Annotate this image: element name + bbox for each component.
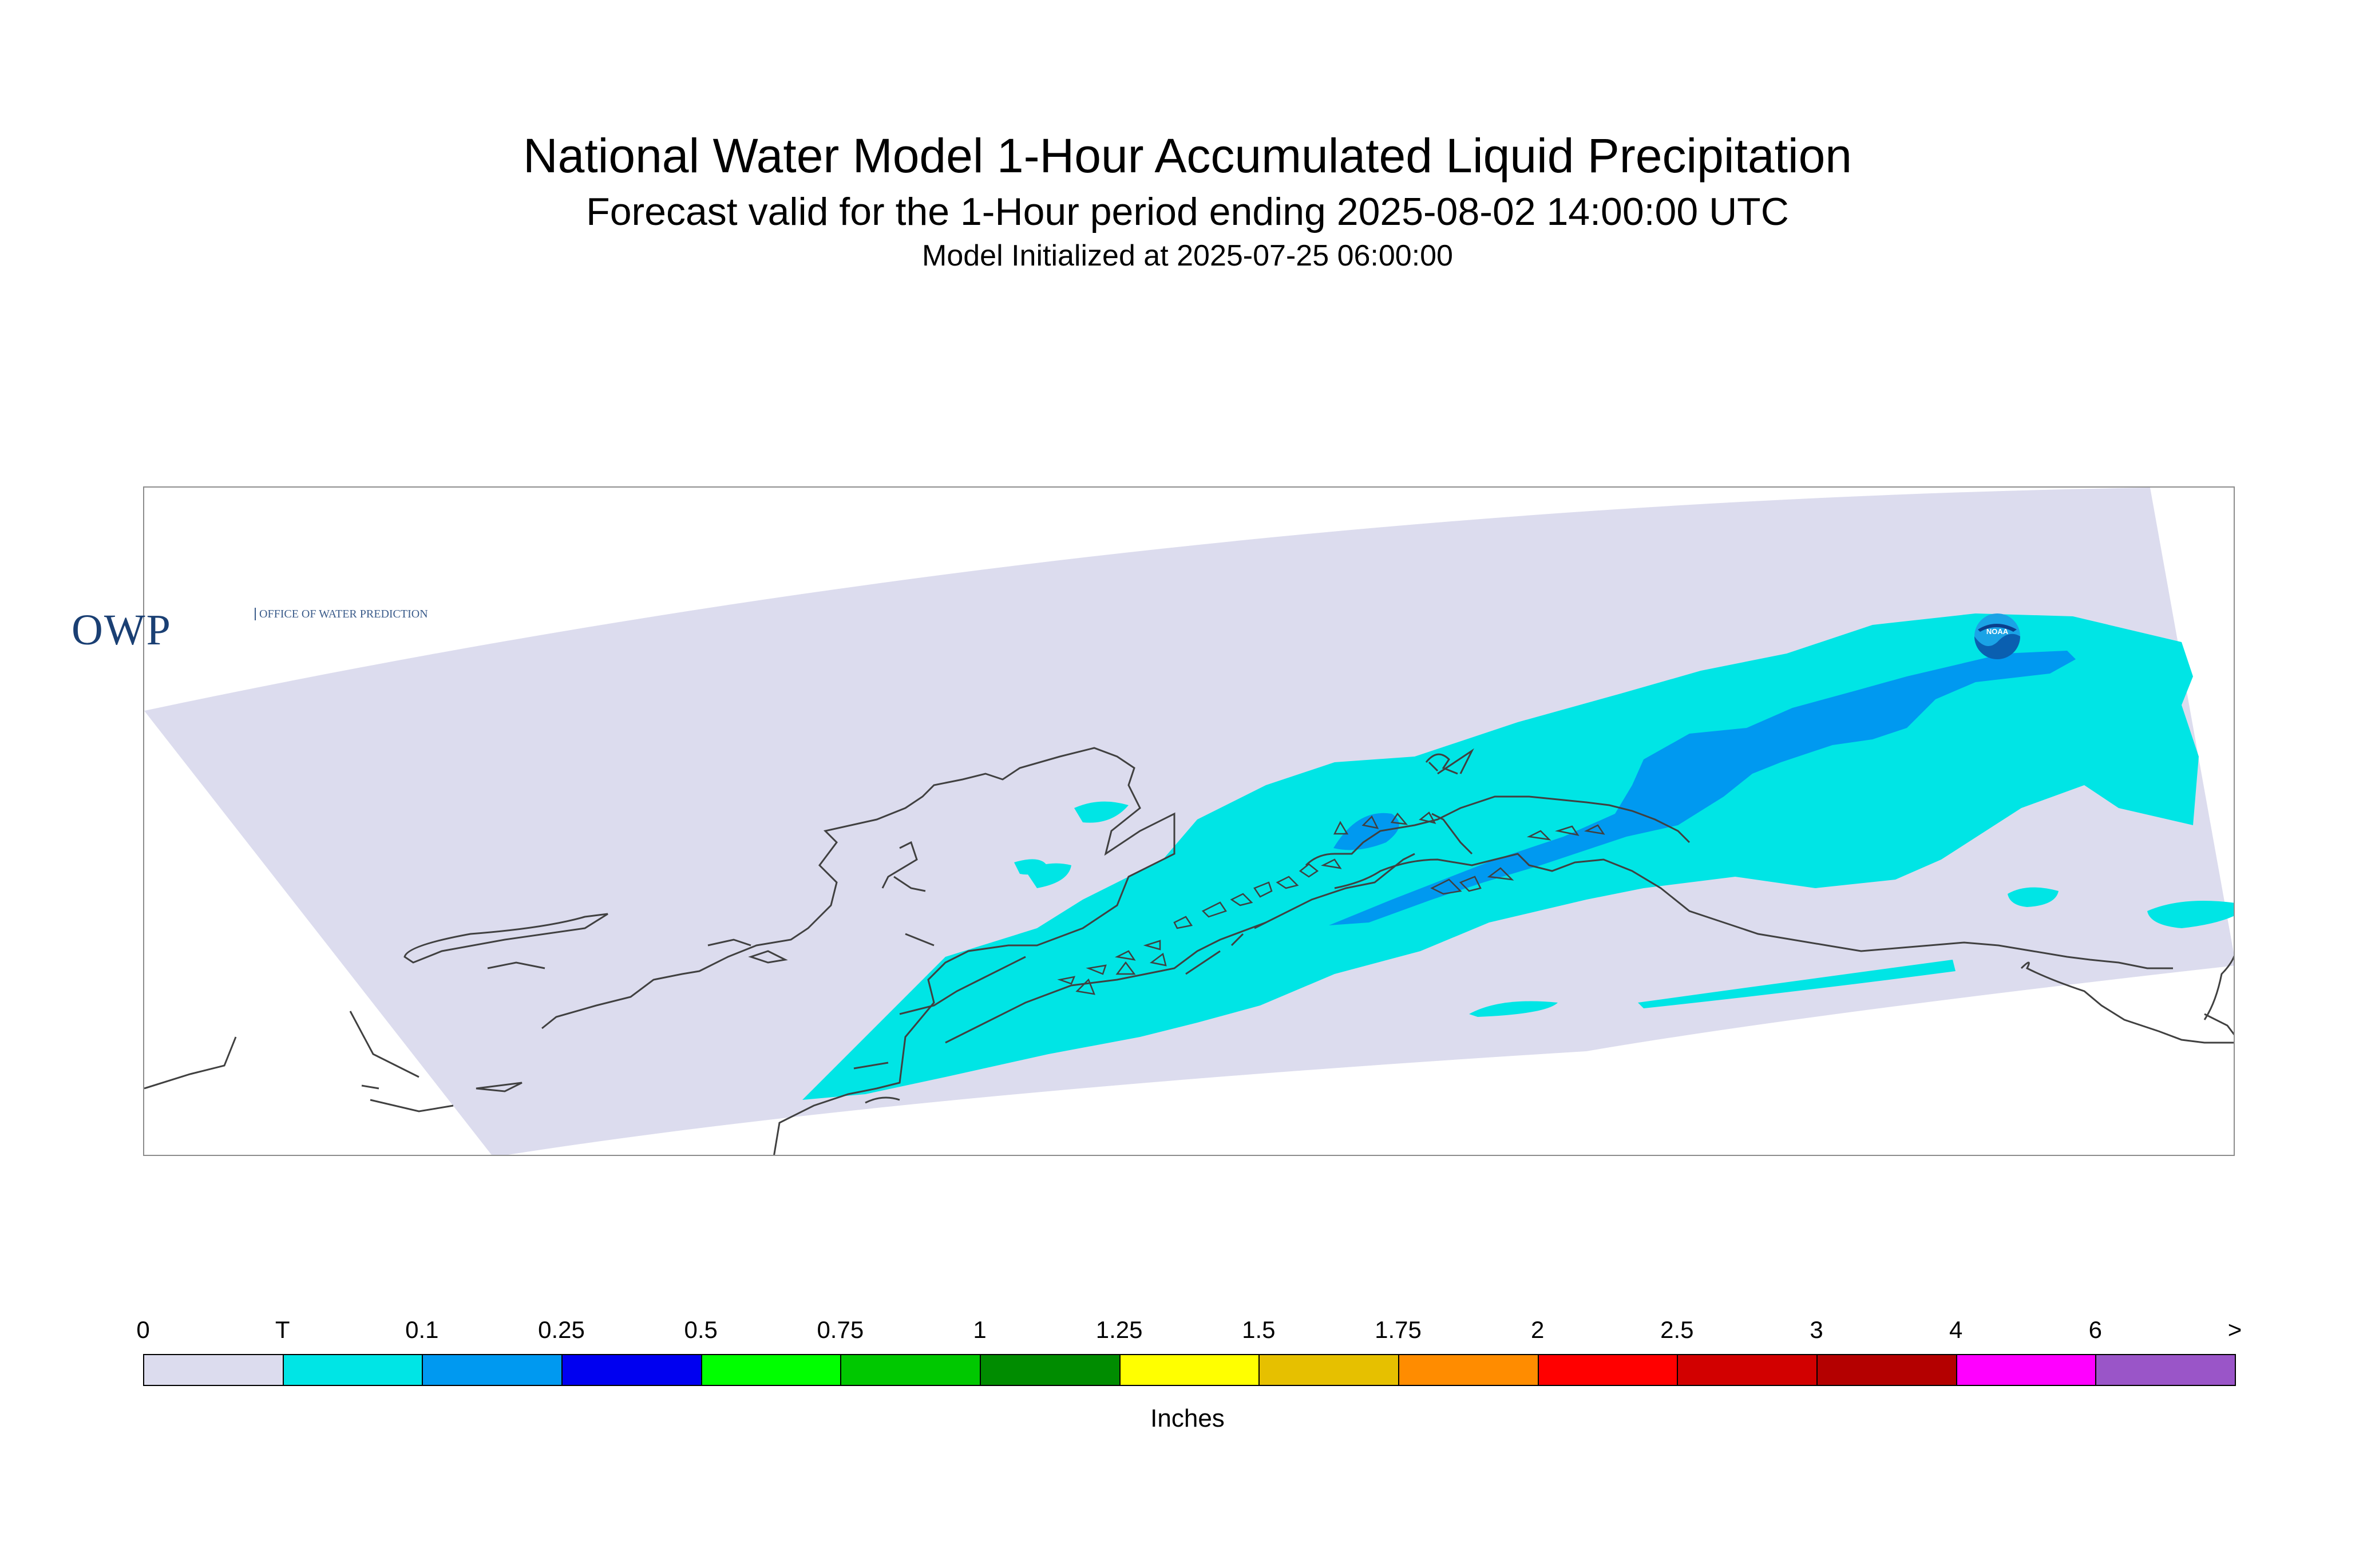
coastline-path [945, 853, 1415, 1044]
legend-swatch [1398, 1354, 1539, 1386]
coastline-path [905, 933, 935, 947]
legend-swatch [1258, 1354, 1399, 1386]
legend-swatch [1677, 1354, 1818, 1386]
legend-tick-label: > [2227, 1316, 2242, 1343]
owp-logo-text: OWP [72, 606, 172, 654]
coastlines [144, 747, 2234, 1155]
legend-tick-label: 3 [1810, 1316, 1823, 1343]
legend-swatch [2095, 1354, 2236, 1386]
legend-swatch [840, 1354, 981, 1386]
legend-tick-label: 0.25 [538, 1316, 585, 1343]
precip-light-area [1333, 813, 1399, 850]
coastline-path [893, 876, 926, 892]
legend-tick-label: 0 [136, 1316, 150, 1343]
coastline-path [370, 1099, 454, 1112]
model-init-text: Model Initialized at 2025-07-25 06:00:00 [922, 239, 1453, 272]
legend-tick-label: 0.5 [684, 1316, 718, 1343]
legend-swatch [422, 1354, 563, 1386]
legend-tick-label: T [275, 1316, 290, 1343]
legend-tick-label: 2 [1530, 1316, 1545, 1343]
coastline-path [361, 1084, 379, 1090]
coastline-path [2204, 1013, 2234, 1036]
noaa-logo-text: NOAA [1986, 627, 2009, 636]
owp-logo-subtext: OFFICE OF WATER PREDICTION [255, 608, 428, 620]
legend-tick-label: 0.1 [405, 1316, 439, 1343]
legend-units: Inches [1150, 1404, 1225, 1432]
precip-trace-area [1469, 1001, 1558, 1017]
coastline-path [1185, 921, 1266, 975]
coastline-path [748, 950, 788, 964]
legend-tick-label: 0.75 [817, 1316, 864, 1343]
coastline-path [1057, 940, 1161, 985]
map-title: National Water Model 1-Hour Accumulated … [522, 129, 1852, 183]
coastline-path [2203, 955, 2234, 1020]
precip-light-area [1329, 651, 2076, 925]
coastline-path [1425, 753, 1458, 775]
coastline-path [865, 1096, 900, 1104]
precipitation-map [143, 486, 2235, 1156]
color-legend [143, 1354, 2236, 1388]
map-subtitle: Forecast valid for the 1-Hour period end… [586, 190, 1789, 233]
legend-swatch [1119, 1354, 1260, 1386]
coastline-path [1437, 748, 1474, 775]
coastline-path [476, 1082, 522, 1092]
coastline-path [899, 956, 1026, 1015]
legend-swatch [700, 1354, 842, 1386]
coastline-path [1173, 881, 1273, 929]
legend-tick-label: 1.25 [1095, 1316, 1143, 1343]
legend-tick-label: 1 [973, 1316, 987, 1343]
map-canvas [144, 488, 2234, 1155]
legend-swatch [1537, 1354, 1679, 1386]
legend-swatch [143, 1354, 284, 1386]
coastline-path [2020, 961, 2234, 1044]
coastline-path [144, 1036, 237, 1090]
coastline-path [881, 841, 918, 889]
legend-tick-label: 1.75 [1375, 1316, 1422, 1343]
coastline-path [1305, 795, 1691, 866]
coastline-path [487, 961, 545, 969]
coastline-path [1431, 813, 1473, 855]
coastline-path [1276, 858, 1342, 889]
legend-swatch [1816, 1354, 1957, 1386]
legend-swatch [561, 1354, 702, 1386]
owp-logo: OWP OFFICE OF WATER PREDICTION [72, 605, 428, 655]
legend-swatch [1956, 1354, 2097, 1386]
coastline-path [707, 939, 751, 947]
coastline-path [1333, 811, 1436, 835]
coastline-islands [1057, 811, 1605, 995]
precip-trace-area [1014, 859, 1048, 875]
model-domain-area [144, 488, 2234, 1155]
legend-swatch [282, 1354, 423, 1386]
coastline-path [1526, 824, 1605, 841]
coastline-path [1334, 853, 2173, 969]
coastline-path [1075, 952, 1167, 995]
precip-trace-area [1074, 801, 1129, 823]
coastline-path [541, 747, 1175, 1155]
coastline-path [349, 1011, 419, 1078]
legend-tick-label: 6 [2088, 1316, 2103, 1343]
noaa-logo: NOAA [1974, 613, 2020, 659]
coastline-path [1430, 867, 1514, 895]
precip-trace-area [2147, 901, 2234, 928]
coastline-path [1428, 761, 1439, 772]
legend-tick-label: 1.5 [1242, 1316, 1276, 1343]
coastline-path [853, 1062, 889, 1070]
legend-swatch [980, 1354, 1121, 1386]
coastline-path [403, 913, 608, 964]
legend-tick-label: 2.5 [1660, 1316, 1694, 1343]
precip-trace-area [1638, 960, 1956, 1008]
legend-tick-label: 4 [1949, 1316, 1963, 1343]
precip-trace-area [2008, 887, 2059, 907]
